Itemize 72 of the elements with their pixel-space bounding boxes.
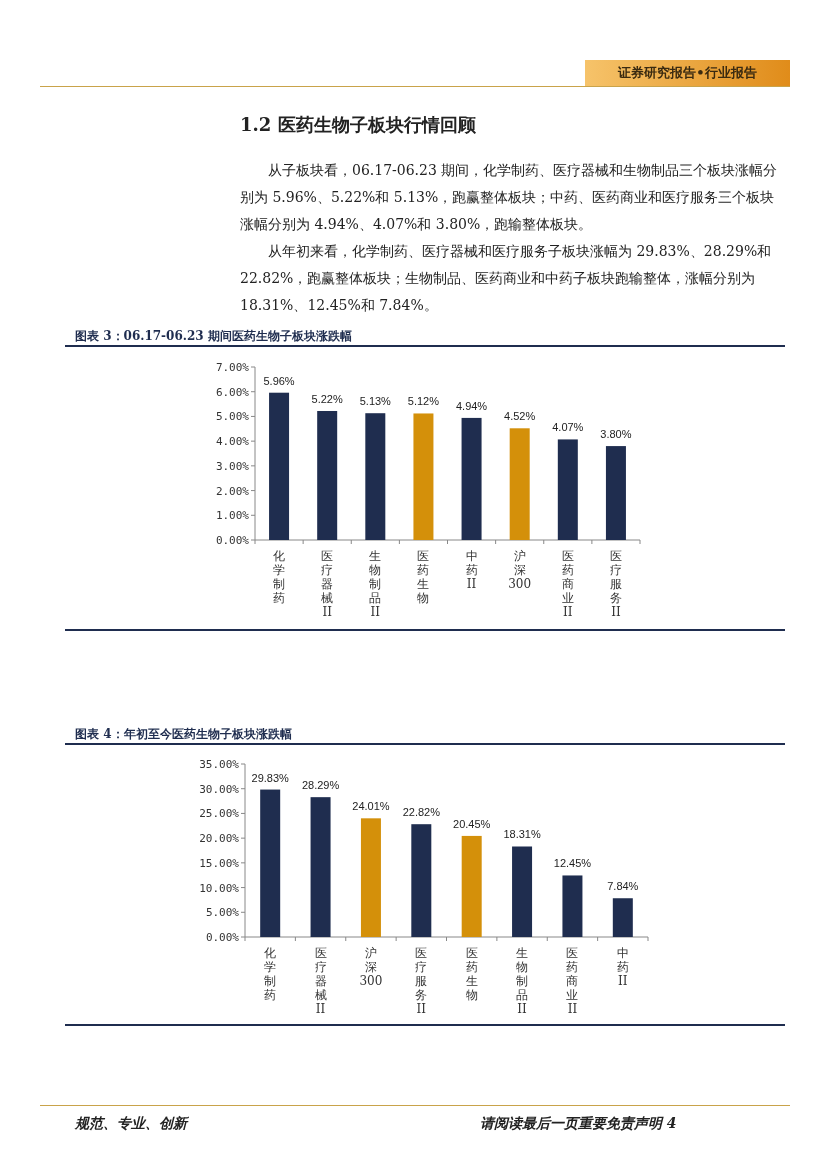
text: 从子板块看，06.17-06.23 期间，化学制药、医疗器械和生物制品三个板块涨幅分别为 5.96%、5.22%和 5.13%，跑赢整体板块；中药、医药商业和医疗服务三个板块涨幅分别为 4.94%、4.07%和 3.80%，跑输整体板块。 [240,161,779,234]
data-label: 5.22% [311,392,343,405]
bar [365,413,386,540]
x-tick-label: 医药生物 [417,549,430,605]
x-tick-label: 化学制药 [264,946,277,1002]
bar [317,410,338,540]
y-tick-label: 30.00% [199,782,240,796]
data-label: 24.01% [352,800,390,813]
text: 1.2 医药生物子板块行情回顾 [240,113,476,137]
data-label: 5.12% [407,395,440,408]
bar [413,413,434,540]
bar [557,439,578,540]
text: 请阅读最后一页重要免责声明 4 [480,1115,677,1133]
y-tick-label: 0.00% [205,931,240,944]
text: 证券研究报告•行业报告 [585,60,790,86]
data-label: 5.13% [359,395,392,408]
y-tick-label: 35.00% [199,758,240,771]
x-tick-label: 生物制品II [369,549,382,619]
bar [269,392,290,540]
data-label: 20.45% [453,817,491,830]
x-tick-label: 医药商业II [561,549,574,619]
bar [461,417,482,540]
bar [260,789,281,937]
x-tick-label: 沪深300 [508,549,532,591]
y-tick-label: 10.00% [199,881,240,895]
y-tick-label: 15.00% [199,856,240,870]
y-tick-label: 6.00% [215,385,250,399]
x-tick-label: 医疗服务II [415,946,428,1016]
y-tick-label: 5.00% [205,906,240,920]
bar [411,824,432,937]
data-label: 18.31% [503,828,541,841]
bar [612,898,633,937]
y-tick-label: 4.00% [215,435,250,449]
y-tick-label: 1.00% [215,509,250,523]
data-label: 3.80% [600,428,632,441]
x-tick-label: 中药II [616,946,629,988]
bar [310,797,331,937]
x-tick-label: 医药商业II [566,946,579,1016]
data-label: 4.94% [455,399,488,412]
text: 从年初来看，化学制药、医疗器械和医疗服务子板块涨幅为 29.83%、28.29%和 22.82%，跑赢整体板块；生物制品、医药商业和中药子板块跑输整体，涨幅分别为 18.31%、12.45%和 7.84%。 [240,242,773,315]
x-tick-label: 医药生物 [465,946,478,1002]
x-tick-label: 沪深300 [359,946,383,988]
data-label: 7.84% [607,880,639,893]
x-tick-label: 中药II [465,549,478,591]
x-tick-label: 医疗器械II [314,946,327,1016]
bar [512,846,533,937]
chart-title: 图表 4：年初至今医药生物子板块涨跌幅 [75,727,292,741]
y-tick-label: 2.00% [215,484,250,498]
data-label: 5.96% [263,374,295,387]
bar [360,818,381,937]
data-label: 22.82% [402,806,441,819]
data-label: 4.07% [552,421,584,434]
bar [509,428,530,540]
data-label: 29.83% [251,771,290,784]
y-tick-label: 0.00% [215,534,250,547]
y-tick-label: 7.00% [215,361,250,374]
chart-title: 图表 3：06.17-06.23 期间医药生物子板块涨跌幅 [75,329,352,343]
bar [461,835,482,937]
x-tick-label: 生物制品II [516,946,529,1016]
data-label: 28.29% [301,779,340,792]
x-tick-label: 医疗器械II [321,549,334,619]
bar [562,875,583,937]
y-tick-label: 25.00% [199,807,240,821]
y-tick-label: 3.00% [215,459,250,473]
bar [605,446,626,540]
x-tick-label: 医疗服务II [609,549,622,619]
data-label: 12.45% [553,857,592,870]
y-tick-label: 20.00% [199,832,240,846]
y-tick-label: 5.00% [215,410,250,424]
x-tick-label: 化学制药 [273,549,286,605]
text: 规范、专业、创新 [75,1115,187,1133]
data-label: 4.52% [504,410,536,423]
